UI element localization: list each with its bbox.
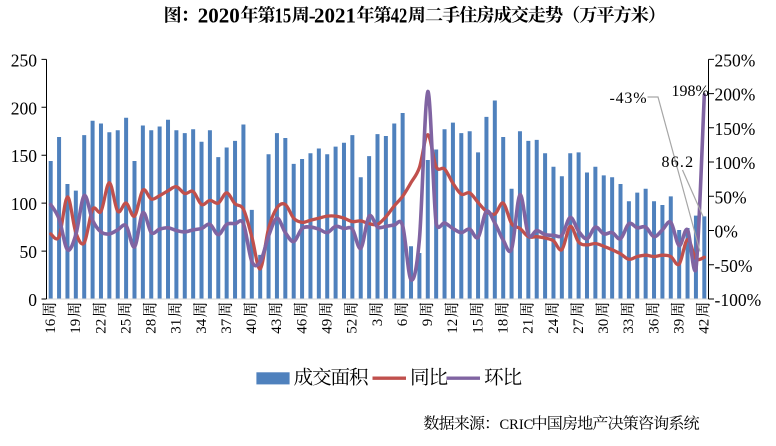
svg-text:19: 19	[68, 319, 84, 334]
svg-text:12: 12	[445, 319, 461, 334]
svg-text:198%: 198%	[672, 83, 709, 100]
svg-text:2020: 2020	[198, 3, 240, 27]
svg-text:42: 42	[697, 319, 713, 334]
svg-text:37: 37	[219, 318, 235, 334]
svg-text:3: 3	[370, 319, 386, 327]
svg-text:6: 6	[395, 318, 411, 326]
svg-text:86.2: 86.2	[662, 154, 695, 171]
svg-text:40: 40	[244, 319, 260, 334]
svg-text:21: 21	[521, 319, 537, 334]
svg-text:39: 39	[671, 319, 687, 334]
svg-text:0: 0	[28, 290, 37, 310]
svg-text:42: 42	[391, 3, 408, 27]
svg-text:100: 100	[11, 194, 38, 214]
svg-text:31: 31	[169, 319, 185, 334]
svg-text:36: 36	[646, 318, 662, 334]
svg-text:150%: 150%	[715, 119, 756, 139]
svg-text:22: 22	[93, 319, 109, 334]
svg-text:250%: 250%	[715, 50, 756, 70]
svg-text:16: 16	[43, 318, 59, 334]
svg-text:34: 34	[194, 318, 210, 334]
svg-text:-100%: -100%	[715, 290, 762, 310]
svg-text:250: 250	[11, 50, 38, 70]
svg-text:25: 25	[118, 319, 134, 334]
svg-text:150: 150	[11, 146, 38, 166]
svg-text:200: 200	[11, 98, 38, 118]
svg-text:0%: 0%	[715, 222, 738, 242]
svg-text:30: 30	[596, 319, 612, 334]
svg-text:200%: 200%	[715, 85, 756, 105]
svg-text:2021: 2021	[314, 3, 356, 27]
svg-text:43: 43	[269, 319, 285, 334]
svg-text:-: -	[309, 3, 316, 27]
svg-text:-43%: -43%	[610, 90, 648, 107]
svg-text:CRIC: CRIC	[500, 417, 534, 433]
svg-text:52: 52	[345, 319, 361, 334]
svg-text:15: 15	[470, 319, 486, 334]
svg-text:50: 50	[20, 242, 38, 262]
svg-text:49: 49	[320, 319, 336, 334]
svg-text:100%: 100%	[715, 153, 756, 173]
svg-text:24: 24	[546, 318, 562, 334]
svg-text:-50%: -50%	[715, 256, 753, 276]
svg-text:46: 46	[294, 318, 310, 334]
svg-text:15: 15	[275, 3, 292, 27]
svg-text:33: 33	[621, 319, 637, 334]
svg-text:18: 18	[496, 319, 512, 334]
svg-text:9: 9	[420, 319, 436, 327]
svg-text:50%: 50%	[715, 187, 747, 207]
svg-text:28: 28	[144, 319, 160, 334]
svg-text:27: 27	[571, 318, 587, 334]
